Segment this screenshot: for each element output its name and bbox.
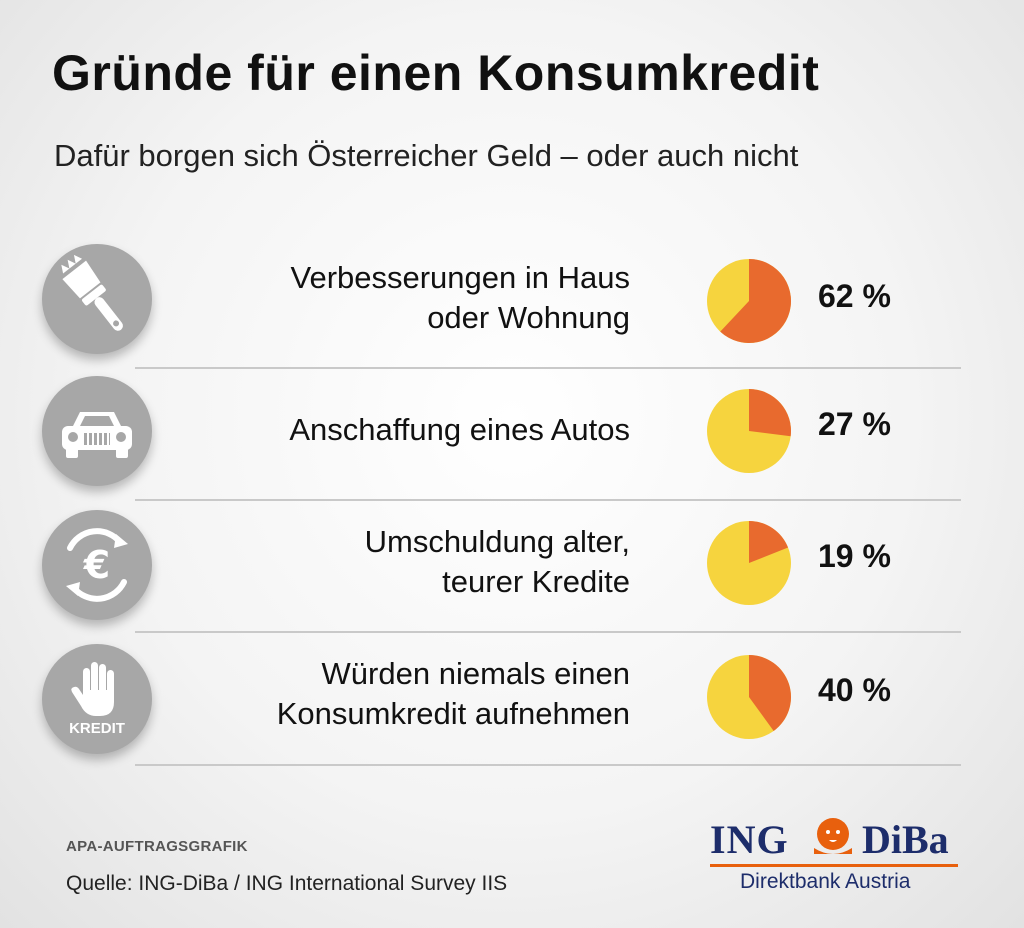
paintbrush-icon (42, 244, 152, 354)
pie-chart (707, 259, 791, 343)
logo-diba-text: DiBa (862, 817, 949, 862)
logo-ing-text: ING (710, 817, 789, 862)
pie-chart (707, 389, 791, 473)
percent-label: 27 % (818, 406, 891, 442)
lion-icon (814, 818, 852, 854)
source-note: Quelle: ING-DiBa / ING International Sur… (66, 872, 508, 895)
pie-slice (749, 521, 789, 563)
row-label: Würden niemals einen Konsumkredit aufneh… (277, 654, 630, 734)
row-label: Anschaffung eines Autos (289, 410, 630, 450)
percent-label: 62 % (818, 278, 891, 314)
divider (135, 499, 961, 501)
row-label-line: Anschaffung eines Autos (289, 412, 630, 447)
row-label-line: Verbesserungen in Haus (290, 260, 630, 295)
percent-label: 19 % (818, 538, 891, 574)
agency-credit: APA-AUFTRAGSGRAFIK (66, 838, 248, 855)
pie-chart (707, 655, 791, 739)
row-label-line: oder Wohnung (427, 300, 630, 335)
percent-label: 40 % (818, 672, 891, 708)
row-label-line: Würden niemals einen (321, 656, 630, 691)
ing-diba-logo: ING DiBa Direktbank Austria (710, 808, 960, 908)
logo-subline: Direktbank Austria (740, 870, 911, 893)
divider (135, 367, 961, 369)
pie-slice (749, 389, 791, 437)
euro-cycle-icon: € (42, 510, 152, 620)
svg-text:€: € (83, 543, 110, 587)
divider (135, 631, 961, 633)
row-label: Umschuldung alter, teurer Kredite (365, 522, 630, 602)
pie-slice (720, 259, 791, 343)
divider (135, 764, 961, 766)
logo-underline (710, 864, 958, 867)
pie-chart (707, 521, 791, 605)
row-label-line: teurer Kredite (442, 564, 630, 599)
row-label-line: Umschuldung alter, (364, 524, 630, 559)
page-subtitle: Dafür borgen sich Österreicher Geld – od… (54, 138, 799, 173)
row-label-line: Konsumkredit aufnehmen (276, 696, 630, 731)
page-title: Gründe für einen Konsumkredit (52, 45, 820, 101)
row-label: Verbesserungen in Haus oder Wohnung (290, 258, 630, 338)
car-icon (42, 376, 152, 486)
icon-text: KREDIT (69, 720, 125, 737)
pie-slice (749, 655, 791, 731)
stop-hand-icon: KREDIT (42, 644, 152, 754)
